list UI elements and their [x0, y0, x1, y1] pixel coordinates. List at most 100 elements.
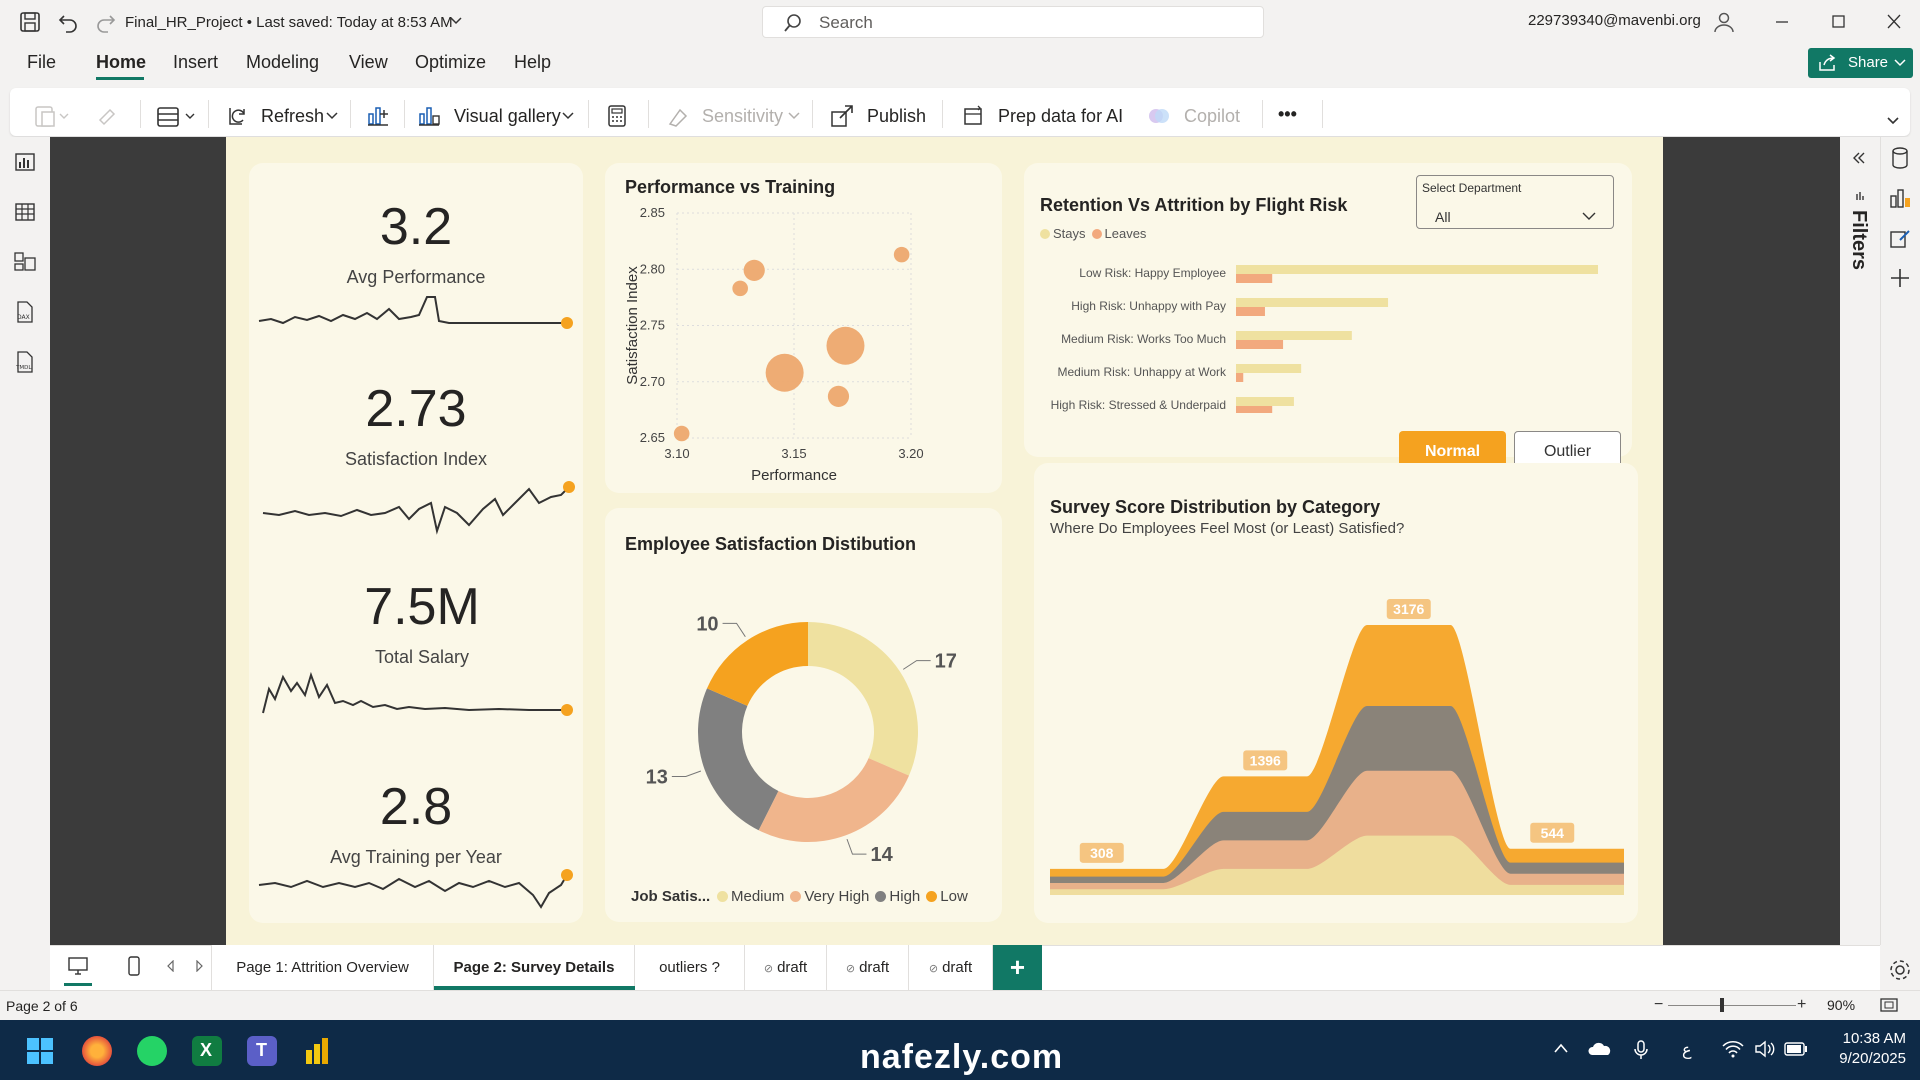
- redo-icon[interactable]: [94, 10, 118, 34]
- menu-file[interactable]: File: [27, 52, 57, 72]
- visual-gallery-icon[interactable]: [417, 104, 443, 128]
- visualizations-pane-icon[interactable]: [1888, 186, 1912, 210]
- onedrive-icon[interactable]: [1588, 1042, 1612, 1056]
- teams-icon[interactable]: T: [247, 1036, 277, 1066]
- microphone-icon[interactable]: [1634, 1040, 1648, 1060]
- legend-item[interactable]: Very High: [790, 888, 869, 905]
- search-input[interactable]: Search: [762, 6, 1264, 38]
- chevron-down-icon[interactable]: [562, 112, 574, 120]
- model-view-icon[interactable]: [13, 250, 37, 274]
- scatter-chart[interactable]: 2.85 2.80 2.75 2.70 2.653.10 3.15 3.20 Performa…: [605, 203, 1002, 493]
- zoom-in-button[interactable]: +: [1797, 996, 1807, 1013]
- power-bi-icon[interactable]: [302, 1036, 332, 1066]
- legend-item[interactable]: Leaves: [1091, 226, 1146, 241]
- get-data-icon[interactable]: [156, 104, 200, 128]
- menu-home[interactable]: Home: [96, 52, 147, 72]
- desktop-layout-icon[interactable]: [66, 954, 90, 978]
- prev-page-icon[interactable]: [166, 960, 176, 972]
- format-pane-icon[interactable]: [1888, 226, 1912, 250]
- menu-view[interactable]: View: [349, 52, 388, 72]
- donut-card[interactable]: Employee Satisfaction Distibution 17 14 13…: [605, 508, 1002, 922]
- account-icon[interactable]: [1712, 10, 1736, 34]
- refresh-button[interactable]: Refresh: [261, 106, 325, 126]
- expand-filters-icon[interactable]: [1852, 152, 1866, 164]
- add-page-button[interactable]: +: [993, 945, 1042, 990]
- filter-icon: [1854, 190, 1866, 202]
- menu-insert[interactable]: Insert: [173, 52, 219, 72]
- legend-item[interactable]: Stays: [1040, 226, 1086, 241]
- report-view-icon[interactable]: [13, 150, 37, 174]
- paste-icon[interactable]: [34, 104, 70, 128]
- page-tab-3[interactable]: outliers ?: [635, 945, 745, 990]
- clock-time[interactable]: 10:38 AM: [1842, 1030, 1906, 1047]
- next-page-icon[interactable]: [194, 960, 204, 972]
- zoom-out-button[interactable]: −: [1654, 996, 1664, 1013]
- legend-item[interactable]: Low: [926, 888, 968, 905]
- retention-bar-chart[interactable]: Low Risk: Happy Employee High Risk: Unhap…: [1024, 253, 1632, 413]
- input-language[interactable]: ع: [1682, 1042, 1692, 1059]
- filters-label[interactable]: Filters: [1848, 210, 1870, 271]
- survey-card[interactable]: Survey Score Distribution by Category Wh…: [1034, 463, 1638, 923]
- retention-card[interactable]: Retention Vs Attrition by Flight Risk St…: [1024, 163, 1632, 457]
- battery-icon[interactable]: [1784, 1042, 1808, 1056]
- document-title[interactable]: Final_HR_Project • Last saved: Today at …: [125, 14, 453, 31]
- svg-text:DAX: DAX: [17, 314, 30, 321]
- chevron-down-icon[interactable]: [326, 112, 338, 120]
- menu-optimize[interactable]: Optimize: [415, 52, 487, 72]
- page-tab-1[interactable]: Page 1: Attrition Overview: [211, 945, 434, 990]
- menu-help[interactable]: Help: [514, 52, 552, 72]
- zoom-slider-thumb[interactable]: [1720, 998, 1724, 1012]
- kpi-value: 3.2: [379, 198, 453, 256]
- dax-query-icon[interactable]: DAX: [13, 300, 37, 324]
- tmdl-view-icon[interactable]: TMDL: [13, 350, 37, 374]
- collapse-ribbon-icon[interactable]: [1886, 116, 1900, 126]
- chevron-up-icon[interactable]: [1553, 1042, 1569, 1054]
- excel-icon[interactable]: X: [192, 1036, 222, 1066]
- close-button[interactable]: [1882, 12, 1906, 32]
- format-painter-icon[interactable]: [96, 104, 120, 128]
- page-tab-6[interactable]: ⊘ draft: [909, 945, 993, 990]
- whatsapp-icon[interactable]: [137, 1036, 167, 1066]
- fit-page-icon[interactable]: [1880, 998, 1898, 1012]
- kpi-card[interactable]: 3.2 Avg Performance 2.73 Satisfaction In…: [249, 163, 583, 923]
- start-icon[interactable]: [26, 1037, 54, 1065]
- legend-item[interactable]: Medium: [717, 888, 784, 905]
- data-pane-icon[interactable]: [1888, 146, 1912, 170]
- donut-chart[interactable]: 17 14 13 10: [605, 568, 1002, 868]
- calculator-icon[interactable]: [606, 104, 628, 128]
- department-slicer[interactable]: Select Department All: [1416, 175, 1614, 229]
- volume-icon[interactable]: [1754, 1040, 1776, 1058]
- publish-icon[interactable]: [830, 104, 856, 128]
- legend-marker: [1091, 229, 1102, 239]
- filters-pane-collapsed[interactable]: [1840, 137, 1880, 945]
- minimize-button[interactable]: [1770, 12, 1794, 32]
- x-tick-label: 3.15: [781, 446, 806, 461]
- survey-area-chart[interactable]: 308 1396 3176 544: [1034, 543, 1638, 903]
- zoom-slider-track[interactable]: [1668, 1005, 1796, 1006]
- page-tab-5[interactable]: ⊘ draft: [827, 945, 909, 990]
- scatter-card[interactable]: Performance vs Training 2.85 2.80 2.75 2.70…: [605, 163, 1002, 493]
- firefox-icon[interactable]: [82, 1036, 112, 1066]
- table-view-icon[interactable]: [13, 200, 37, 224]
- page-tab-2[interactable]: Page 2: Survey Details: [434, 945, 635, 990]
- chevron-down-icon[interactable]: [450, 16, 462, 26]
- save-icon[interactable]: [18, 10, 42, 34]
- wifi-icon[interactable]: [1722, 1040, 1744, 1058]
- settings-gear-icon[interactable]: [1888, 958, 1912, 982]
- publish-button[interactable]: Publish: [867, 106, 927, 126]
- add-pane-icon[interactable]: [1888, 266, 1912, 290]
- clock-date[interactable]: 9/20/2025: [1839, 1050, 1906, 1067]
- mobile-layout-icon[interactable]: [122, 954, 146, 978]
- prep-data-icon[interactable]: [962, 104, 986, 128]
- menu-modeling[interactable]: Modeling: [246, 52, 320, 72]
- page-tab-4[interactable]: ⊘ draft: [745, 945, 827, 990]
- more-options-button[interactable]: •••: [1278, 104, 1297, 124]
- undo-icon[interactable]: [56, 10, 80, 34]
- legend-item[interactable]: High: [875, 888, 920, 905]
- maximize-button[interactable]: [1826, 12, 1850, 32]
- refresh-icon[interactable]: [225, 104, 249, 128]
- visual-gallery-button[interactable]: Visual gallery: [454, 106, 561, 126]
- prep-data-button[interactable]: Prep data for AI: [998, 106, 1124, 126]
- share-button[interactable]: Share: [1808, 48, 1913, 78]
- new-visual-icon[interactable]: [366, 104, 392, 128]
